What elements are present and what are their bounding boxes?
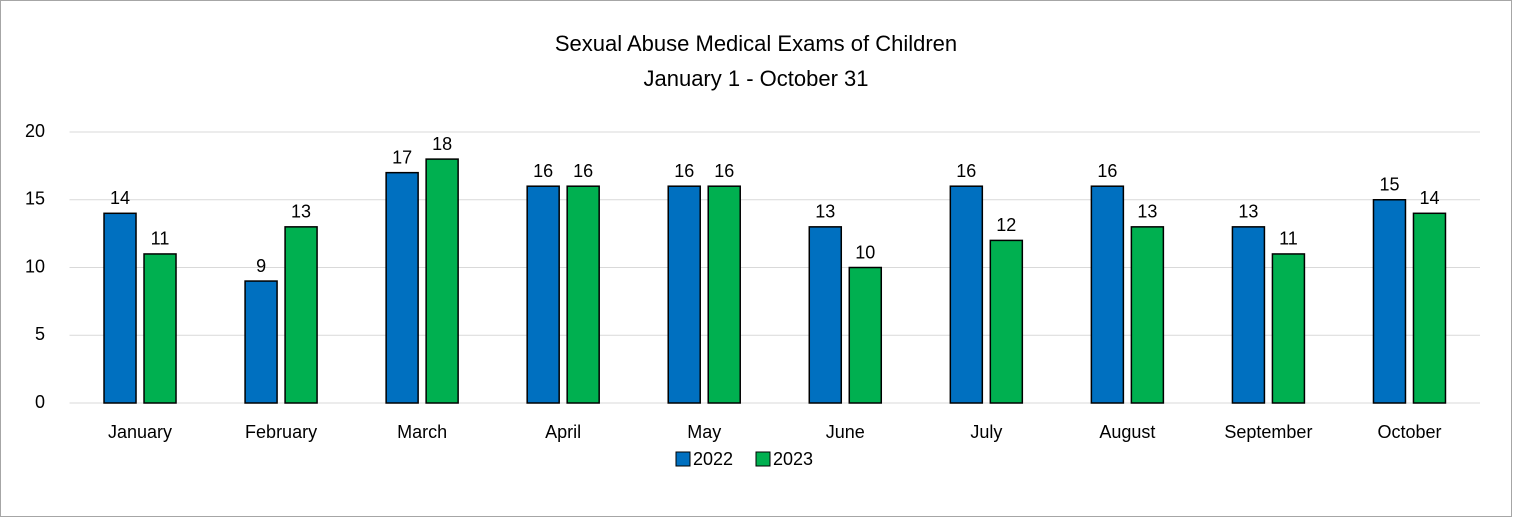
bar: [244, 280, 278, 404]
bar: [1090, 185, 1125, 404]
data-label: 14: [1419, 188, 1439, 208]
bar: [989, 239, 1024, 404]
y-tick-label: 0: [35, 392, 45, 412]
bar: [103, 212, 137, 404]
bar: [1412, 212, 1447, 404]
x-tick-label: June: [826, 422, 865, 442]
bar: [566, 185, 600, 404]
bar: [1231, 226, 1266, 404]
data-label: 12: [996, 215, 1016, 235]
data-label: 16: [1097, 161, 1117, 181]
x-tick-label: October: [1377, 422, 1441, 442]
bar: [284, 226, 318, 404]
data-label: 17: [392, 147, 412, 167]
bar: [385, 171, 419, 404]
legend-label: 2023: [773, 449, 813, 469]
data-label: 9: [256, 256, 266, 276]
x-tick-label: January: [108, 422, 172, 442]
bar: [425, 158, 459, 404]
y-tick-label: 5: [35, 324, 45, 344]
x-tick-label: July: [970, 422, 1002, 442]
data-label: 16: [533, 161, 553, 181]
data-label: 13: [291, 202, 311, 222]
data-label: 13: [1238, 202, 1258, 222]
y-tick-label: 15: [25, 189, 45, 209]
data-label: 16: [674, 161, 694, 181]
y-tick-label: 20: [25, 121, 45, 141]
bar: [808, 226, 843, 404]
bar: [526, 185, 560, 404]
bar: [707, 185, 741, 404]
legend-swatch: [755, 451, 771, 467]
x-tick-label: March: [397, 422, 447, 442]
bar: [848, 266, 883, 404]
x-tick-label: September: [1224, 422, 1312, 442]
data-label: 14: [110, 188, 130, 208]
data-label: 13: [815, 202, 835, 222]
data-label: 16: [573, 161, 593, 181]
chart-title: Sexual Abuse Medical Exams of Children: [555, 31, 957, 56]
data-label: 10: [855, 242, 875, 262]
data-label: 18: [432, 134, 452, 154]
bar: [1130, 226, 1165, 404]
y-tick-label: 10: [25, 256, 45, 276]
x-tick-label: April: [545, 422, 581, 442]
data-label: 11: [151, 229, 170, 249]
bar: [1372, 199, 1407, 404]
bar: [143, 253, 177, 404]
x-tick-label: August: [1099, 422, 1155, 442]
bar: [667, 185, 701, 404]
data-label: 13: [1137, 202, 1157, 222]
legend-label: 2022: [693, 449, 733, 469]
bar: [1271, 253, 1306, 404]
data-label: 16: [956, 161, 976, 181]
data-label: 16: [714, 161, 734, 181]
legend-swatch: [675, 451, 691, 467]
chart-subtitle: January 1 - October 31: [643, 66, 868, 91]
data-label: 11: [1279, 229, 1298, 249]
x-tick-label: February: [245, 422, 317, 442]
data-label: 15: [1379, 175, 1399, 195]
bar: [949, 185, 984, 404]
x-tick-label: May: [687, 422, 721, 442]
